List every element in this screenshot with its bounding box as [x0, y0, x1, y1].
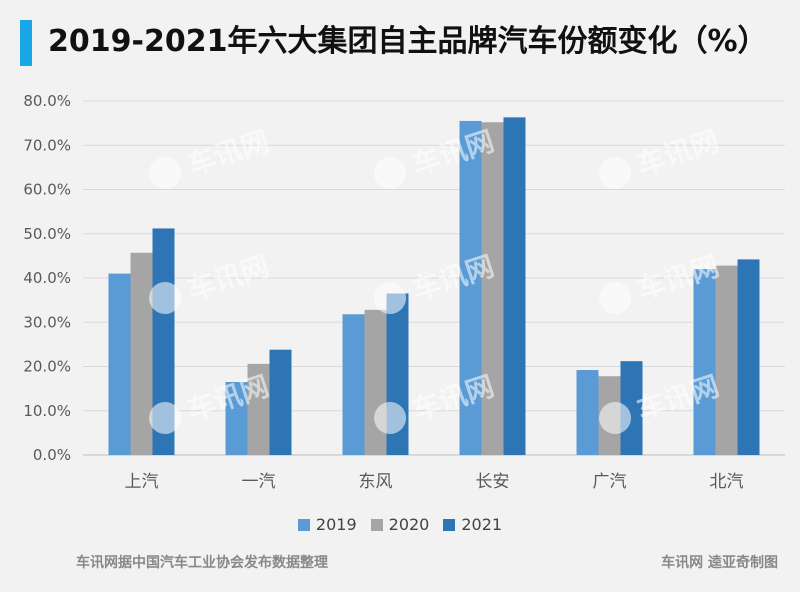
y-tick-label: 10.0% — [23, 402, 71, 420]
legend-swatch-2020 — [370, 518, 383, 531]
bar-2019-4 — [576, 370, 599, 455]
watermark-logo-icon — [374, 401, 407, 434]
x-tick-label: 东风 — [359, 472, 393, 492]
y-tick-label: 50.0% — [23, 225, 71, 243]
y-tick-label: 0.0% — [33, 446, 71, 464]
bar-2020-2 — [364, 309, 387, 455]
watermark-logo-icon — [149, 401, 182, 434]
legend-swatch-2019 — [297, 518, 310, 531]
bar-2019-1 — [225, 381, 248, 455]
legend-label-2020: 2020 — [388, 515, 430, 534]
source-note: 车讯网据中国汽车工业协会发布数据整理 — [76, 555, 328, 571]
y-tick-label: 70.0% — [23, 136, 71, 154]
watermark-text: 车讯网 — [183, 249, 273, 306]
legend-item-2021: 2021 — [443, 515, 502, 534]
title-accent-bar — [20, 20, 32, 66]
author-credit: 车讯网 逵亚奇制图 — [661, 555, 778, 571]
bar-2020-5 — [715, 265, 738, 455]
x-tick-label: 一汽 — [242, 472, 276, 492]
bar-2021-4 — [620, 361, 643, 455]
bar-2019-0 — [108, 273, 131, 455]
watermark-logo-icon — [599, 156, 632, 189]
legend-swatch-2021 — [443, 518, 456, 531]
watermark-logo-icon — [374, 281, 407, 314]
watermark-text: 车讯网 — [183, 124, 273, 181]
bar-2019-5 — [693, 269, 716, 455]
bar-2019-3 — [459, 120, 482, 455]
x-tick-label: 上汽 — [125, 472, 159, 492]
watermark-logo-icon — [149, 281, 182, 314]
bar-2020-0 — [130, 252, 153, 455]
watermark-text: 车讯网 — [633, 124, 723, 181]
y-tick-label: 30.0% — [23, 313, 71, 331]
legend: 2019 2020 2021 — [0, 515, 800, 534]
x-tick-label: 长安 — [476, 472, 510, 492]
legend-item-2019: 2019 — [297, 515, 357, 534]
watermark-logo-icon — [599, 401, 632, 434]
watermark-logo-icon — [374, 156, 407, 189]
bar-2020-1 — [247, 363, 270, 455]
bar-chart: 0.0% 10.0% 20.0% 30.0% 40.0% 50.0% 60.0% 70.0% 8… — [23, 92, 785, 492]
chart-title: 2019-2021年六大集团自主品牌汽车份额变化（%） — [48, 24, 768, 59]
watermark: 车讯网 — [599, 124, 723, 189]
y-tick-label: 80.0% — [23, 92, 71, 110]
bar-2021-1 — [269, 349, 292, 455]
bar-2021-5 — [737, 259, 760, 455]
y-tick-label: 40.0% — [23, 269, 71, 287]
bar-2021-3 — [503, 117, 526, 455]
watermark: 车讯网 — [149, 124, 273, 189]
legend-label-2021: 2021 — [461, 515, 503, 534]
y-tick-label: 60.0% — [23, 181, 71, 199]
x-tick-label: 广汽 — [593, 472, 627, 492]
watermark-logo-icon — [149, 156, 182, 189]
bar-2019-2 — [342, 314, 365, 455]
legend-label-2019: 2019 — [315, 515, 357, 534]
bar-2020-3 — [481, 122, 504, 456]
watermark-logo-icon — [599, 281, 632, 314]
x-tick-label: 北汽 — [710, 472, 744, 492]
y-tick-label: 20.0% — [23, 358, 71, 376]
legend-item-2020: 2020 — [370, 515, 430, 534]
